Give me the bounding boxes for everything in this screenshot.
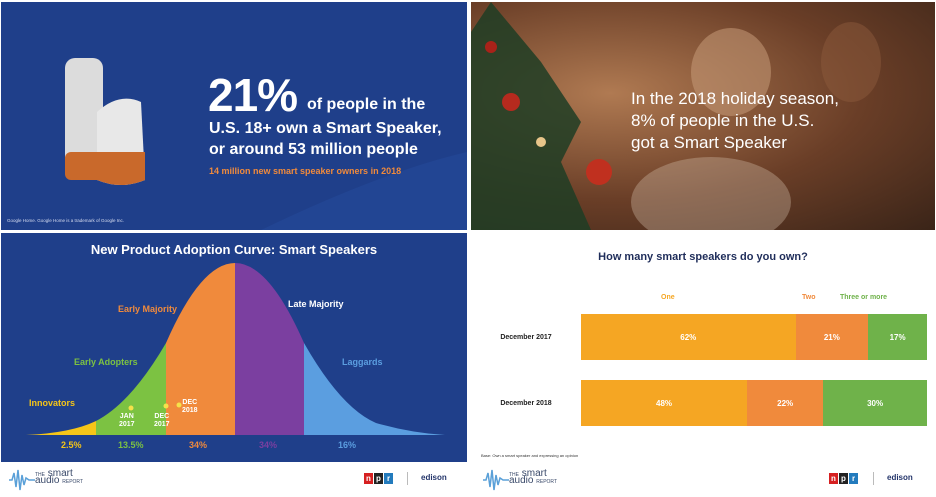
adoption-curve-chart <box>26 263 445 435</box>
marker-dec-2017 <box>163 403 169 409</box>
ownership-text-line3: or around 53 million people <box>209 141 418 158</box>
pct-innovators: 2.5% <box>61 440 82 450</box>
ownership-text-line2: U.S. 18+ own a Smart Speaker, <box>209 120 442 137</box>
smart-audio-report-logo: THE smart audio REPORT <box>35 468 83 486</box>
curve-segment-laggards <box>304 343 445 435</box>
pct-early-majority: 34% <box>189 440 208 450</box>
marker-label-dec-2017: DEC 2017 <box>154 413 170 428</box>
label-early-adopters: Early Adopters <box>74 357 138 367</box>
new-owners-subline: 14 million new smart speaker owners in 2… <box>209 166 402 176</box>
curve-segment-innovators <box>26 421 96 435</box>
marker-label-jan-2017: JAN 2017 <box>119 413 135 428</box>
christmas-tree-photo <box>471 2 881 230</box>
pct-early-adopters: 13.5% <box>118 440 144 450</box>
holiday-stat-text: In the 2018 holiday season, 8% of people… <box>631 88 839 154</box>
bar-segment-two-2: 22% <box>747 380 824 426</box>
google-home-illustration <box>65 58 467 230</box>
edison-logo: edison <box>421 473 447 482</box>
adoption-curve-panel: New Product Adoption Curve: Smart Speake… <box>1 233 467 462</box>
curve-segment-late-majority <box>235 263 304 435</box>
col-head-three-or-more: Three or more <box>840 294 888 301</box>
marker-jan-2017 <box>128 405 134 411</box>
label-early-majority: Early Majority <box>118 304 178 314</box>
npr-logo: n p r <box>829 473 859 484</box>
row-label-dec-2017: December 2017 <box>500 334 552 341</box>
speaker-count-panel: How many smart speakers do you own? One … <box>471 233 935 462</box>
smart-speaker-ownership-panel: 21% of people in the U.S. 18+ own a Smar… <box>1 2 467 230</box>
ownership-percent: 21% <box>208 69 298 121</box>
smart-audio-report-logo: THE smart audio REPORT <box>509 468 557 486</box>
holiday-line2: 8% of people in the U.S. <box>631 111 815 130</box>
label-innovators: Innovators <box>29 398 76 408</box>
adoption-curve-title: New Product Adoption Curve: Smart Speake… <box>90 242 378 257</box>
trademark-footnote: Google Home. Google Home is a trademark … <box>7 218 125 223</box>
bar-segment-one-1: 62% <box>581 314 796 360</box>
pct-laggards: 16% <box>338 440 357 450</box>
curve-segment-early-majority <box>166 263 235 435</box>
holiday-line1: In the 2018 holiday season, <box>631 89 839 108</box>
base-note: Base: Own a smart speaker and expressing… <box>481 453 579 458</box>
footer-left: THE smart audio REPORT n p r edison <box>1 462 467 497</box>
npr-logo: n p r <box>364 473 394 484</box>
marker-dec-2018 <box>176 402 182 408</box>
logo-divider <box>873 472 874 485</box>
footer-right: THE smart audio REPORT n p r edison <box>471 462 935 497</box>
bar-segment-three-or-more-1: 17% <box>868 314 927 360</box>
pct-late-majority: 34% <box>259 440 278 450</box>
label-late-majority: Late Majority <box>288 299 344 309</box>
bar-segment-one-2: 48% <box>581 380 748 426</box>
soundwave-logo-icon <box>483 469 509 491</box>
label-laggards: Laggards <box>342 357 383 367</box>
bar-segment-three-or-more-2: 30% <box>823 380 927 426</box>
col-head-one: One <box>661 294 675 301</box>
bar-segment-two-1: 21% <box>795 314 869 360</box>
curve-segment-early-adopters <box>96 343 166 435</box>
marker-label-dec-2018: DEC 2018 <box>182 399 198 414</box>
ownership-text-line1: of people in the <box>307 96 426 113</box>
holiday-season-panel: In the 2018 holiday season, 8% of people… <box>471 2 935 230</box>
col-head-two: Two <box>802 294 816 301</box>
speaker-count-title: How many smart speakers do you own? <box>598 251 808 263</box>
holiday-line3: got a Smart Speaker <box>631 133 787 152</box>
row-label-dec-2018: December 2018 <box>500 400 552 407</box>
soundwave-logo-icon <box>9 469 35 491</box>
edison-logo: edison <box>887 473 913 482</box>
logo-divider <box>407 472 408 485</box>
